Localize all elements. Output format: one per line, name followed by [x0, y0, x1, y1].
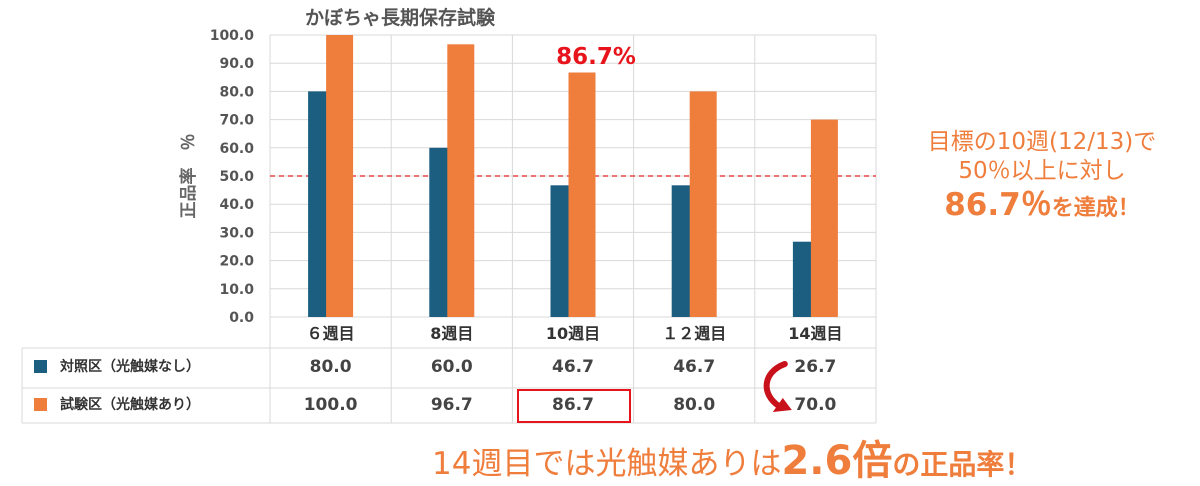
y-tick-label: 0.0 — [229, 310, 254, 326]
arrow-head — [772, 398, 792, 412]
y-tick-label: 80.0 — [219, 84, 254, 100]
category-label: 10週目 — [546, 324, 600, 343]
table-cell: 60.0 — [431, 357, 473, 377]
y-tick-label: 70.0 — [219, 113, 254, 129]
table-cell: 80.0 — [310, 357, 352, 377]
y-tick-label: 10.0 — [219, 282, 254, 298]
highlight-label: 86.7% — [556, 44, 636, 70]
curved-arrow — [763, 361, 788, 409]
data-table: 対照区（光触媒なし） 80.0 60.0 46.7 46.7 26.7 試験区（光触媒あり）… — [34, 357, 837, 423]
bar-test — [568, 72, 596, 317]
category-label: 14週目 — [788, 324, 842, 343]
legend-label: 対照区（光触媒なし） — [59, 358, 200, 375]
table-cell: 96.7 — [431, 395, 473, 415]
bar-test — [326, 35, 354, 317]
y-tick-label: 60.0 — [219, 141, 254, 157]
grid-lines — [21, 34, 877, 424]
table-cell: 46.7 — [673, 357, 715, 377]
y-tick-label: 90.0 — [219, 56, 254, 72]
bar-test — [689, 91, 717, 318]
comparison-suffix: の正品率！ — [892, 448, 1033, 481]
legend-swatch — [34, 360, 47, 373]
bar-test — [447, 44, 475, 317]
y-tick-label: 40.0 — [219, 197, 254, 213]
highlight-box — [517, 389, 631, 423]
chart: かぼちゃ長期保存試験 対照区（光触媒なし） 80.0 60.0 46.7 46.7 26.… — [21, 6, 877, 424]
comparison-prefix: 14週目では光触媒ありは — [432, 446, 782, 482]
category-label: 8週目 — [430, 324, 473, 343]
legend-swatch — [34, 398, 47, 411]
y-tick-label: 20.0 — [219, 254, 254, 270]
bars — [308, 35, 838, 318]
table-cell: 86.7 — [552, 395, 594, 415]
chart-title: かぼちゃ長期保存試験 — [305, 6, 496, 29]
y-tick-label: 100.0 — [210, 28, 255, 44]
table-cell: 100.0 — [304, 395, 358, 415]
goal-achieved: を達成！ — [1051, 195, 1140, 221]
category-label: １２週目 — [662, 324, 726, 343]
goal-line-1: 目標の10週(12/13)で — [927, 129, 1157, 155]
category-label: ６週目 — [307, 324, 355, 343]
y-tick-label: 50.0 — [219, 169, 254, 185]
goal-rate: 86.7％ — [944, 186, 1052, 223]
y-tick-label: 30.0 — [219, 225, 254, 241]
goal-annotation: 目標の10週(12/13)で 50％以上に対し 86.7％を達成！ — [892, 128, 1192, 224]
comparison-annotation: 14週目では光触媒ありは2.6倍の正品率！ — [432, 428, 1192, 486]
goal-line-2: 50％以上に対し — [958, 157, 1126, 184]
table-cell: 46.7 — [552, 357, 594, 377]
labels: 100.0 90.0 80.0 70.0 60.0 50.0 40.0 30.0 20.0 10.… — [210, 28, 843, 343]
table-cell: 26.7 — [794, 357, 836, 377]
table-cell: 70.0 — [794, 395, 836, 415]
comparison-ratio: 2.6倍 — [781, 438, 893, 484]
bar-test — [810, 119, 838, 317]
y-axis-title: 正品率 ％ — [178, 134, 199, 219]
legend-label: 試験区（光触媒あり） — [60, 396, 200, 413]
goal-line-3: 86.7％を達成！ — [892, 186, 1192, 225]
table-cell: 80.0 — [673, 395, 715, 415]
